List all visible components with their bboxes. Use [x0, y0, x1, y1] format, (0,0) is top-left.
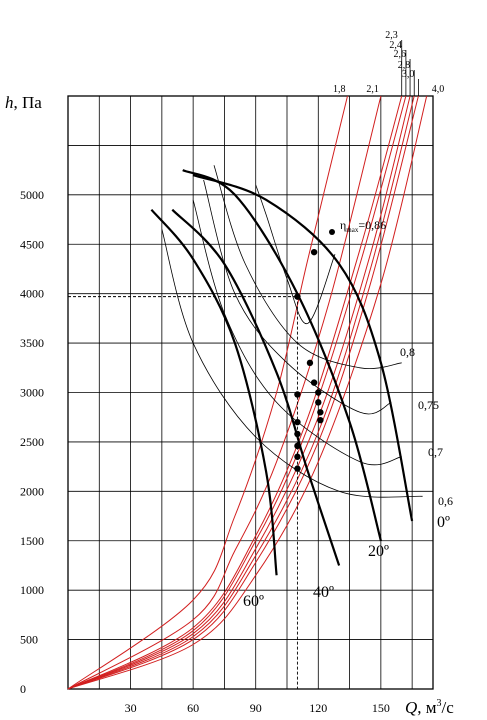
blade-angle-curve [192, 174, 414, 522]
blade-angle-curve [182, 169, 382, 542]
y-tick-label: 5000 [20, 188, 44, 202]
operating-points [68, 229, 335, 689]
network-curve-label: 2,6 [394, 49, 407, 60]
operating-point [315, 399, 322, 406]
efficiency-label: 0,75 [418, 398, 439, 412]
y-tick-label: 3500 [20, 336, 44, 350]
operating-point [294, 453, 301, 460]
operating-point [294, 430, 301, 438]
operating-point [310, 379, 318, 386]
network-curve [67, 95, 428, 690]
blade-angle-label: 40º [313, 584, 334, 601]
operating-point [315, 389, 322, 396]
curve-labels: 1,8 2,1 2,32,42,62,83,0 4,0 ηmax=0,86 0,8 0,75… [243, 30, 453, 610]
operating-point [294, 442, 301, 450]
operating-point [306, 359, 314, 367]
efficiency-curve [192, 199, 402, 466]
network-curve-label: 1,8 [333, 84, 346, 95]
efficiency-curve [203, 179, 392, 415]
y-tick-label: 1500 [20, 534, 44, 548]
operating-point [294, 391, 301, 398]
efficiency-curve [161, 229, 423, 498]
network-curve-label: 2,8 [398, 60, 411, 71]
efficiency-label: 0,6 [438, 494, 453, 508]
operating-point [294, 293, 301, 300]
plot-border [67, 95, 434, 690]
y-tick-label: 0 [20, 682, 26, 696]
network-curve [67, 95, 403, 690]
x-axis-title: Q, м3/с [405, 698, 454, 717]
efficiency-label: 0,8 [400, 345, 415, 359]
network-curve [67, 95, 407, 690]
network-curve-label: 3,0 [402, 69, 415, 80]
operating-point [294, 465, 301, 472]
operating-point [317, 416, 324, 424]
y-tick-label: 2000 [20, 484, 44, 498]
efficiency-curve [255, 184, 336, 324]
plot-frame [67, 95, 434, 690]
y-tick-label: 2500 [20, 435, 44, 449]
blade-angle-label: 60º [243, 593, 264, 610]
network-curve-label: 2,4 [389, 40, 402, 51]
network-curve [67, 95, 348, 690]
x-tick-label: 90 [250, 701, 262, 715]
x-tick-label: 150 [372, 701, 390, 715]
operating-point [294, 418, 301, 426]
network-curve [67, 95, 415, 690]
network-curve-label: 4,0 [432, 84, 445, 95]
x-tick-label: 60 [187, 701, 199, 715]
y-tick-label: 4500 [20, 237, 44, 251]
operating-point [317, 409, 324, 416]
axis-tick-labels: 30 60 90 120 1500500100015002000250030003500… [20, 188, 390, 715]
blade-angle-curve [171, 208, 341, 566]
x-tick-label: 30 [125, 701, 137, 715]
y-tick-label: 4000 [20, 287, 44, 301]
network-curve [67, 95, 419, 690]
network-curve-label: 2,3 [385, 30, 398, 41]
y-tick-label: 3000 [20, 386, 44, 400]
efficiency-curves [161, 165, 423, 498]
y-tick-label: 500 [20, 633, 38, 647]
efficiency-label: ηmax=0,86 [340, 218, 386, 234]
efficiency-label: 0,7 [428, 445, 443, 459]
y-tick-label: 1000 [20, 583, 44, 597]
efficiency-curve [213, 165, 402, 369]
network-curve-label: 2,1 [366, 84, 379, 95]
blade-angle-label: 0º [437, 514, 450, 531]
efficiency-max-point [329, 229, 335, 235]
x-tick-label: 120 [309, 701, 327, 715]
blade-angle-curve [150, 208, 278, 576]
blade-angle-label: 20º [368, 543, 389, 560]
blade-curves [150, 169, 414, 576]
y-axis-title: h, Па [5, 93, 42, 112]
operating-point [310, 248, 318, 256]
